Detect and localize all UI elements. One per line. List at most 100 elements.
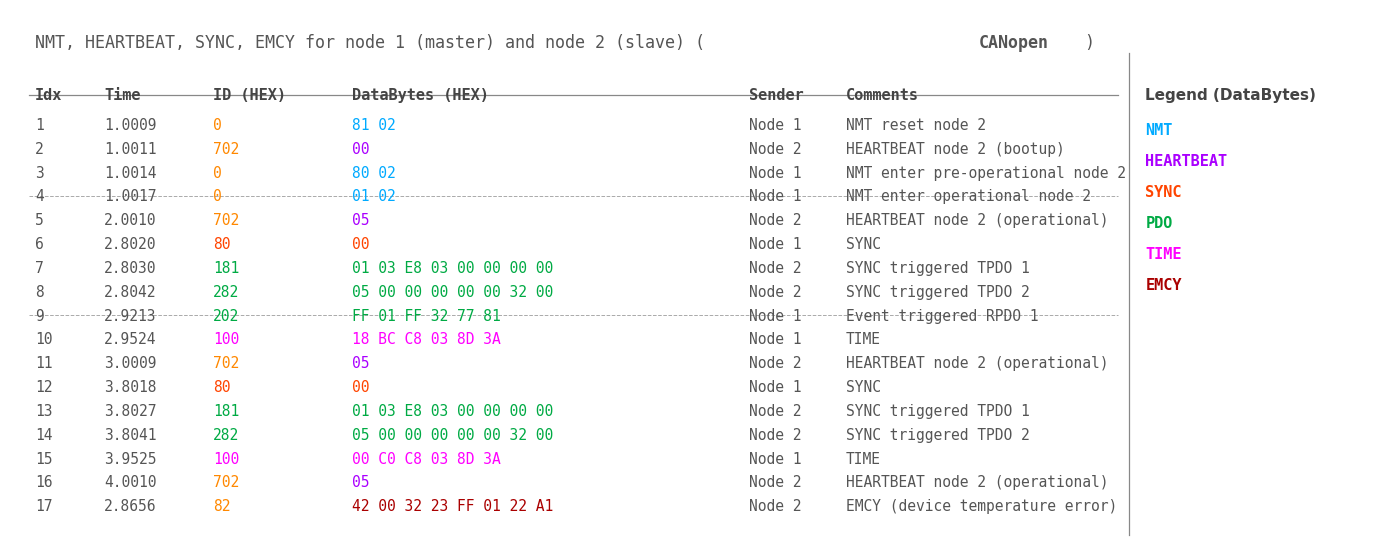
Text: SYNC triggered TPDO 1: SYNC triggered TPDO 1 <box>846 404 1030 419</box>
Text: CANopen: CANopen <box>979 34 1049 52</box>
Text: 81 02: 81 02 <box>351 118 396 133</box>
Text: 42 00 32 23 FF 01 22 A1: 42 00 32 23 FF 01 22 A1 <box>351 499 553 514</box>
Text: TIME: TIME <box>1145 247 1182 262</box>
Text: 702: 702 <box>213 475 239 491</box>
Text: 2.0010: 2.0010 <box>105 213 157 228</box>
Text: 1.0011: 1.0011 <box>105 142 157 157</box>
Text: 702: 702 <box>213 213 239 228</box>
Text: 202: 202 <box>213 309 239 323</box>
Text: 2.8656: 2.8656 <box>105 499 157 514</box>
Text: 0: 0 <box>213 189 221 205</box>
Text: SYNC: SYNC <box>846 237 881 252</box>
Text: SYNC triggered TPDO 2: SYNC triggered TPDO 2 <box>846 285 1030 300</box>
Text: 00: 00 <box>351 237 370 252</box>
Text: ): ) <box>1084 34 1095 52</box>
Text: 6: 6 <box>35 237 43 252</box>
Text: 13: 13 <box>35 404 52 419</box>
Text: 80: 80 <box>213 237 231 252</box>
Text: Node 1: Node 1 <box>749 166 801 180</box>
Text: DataBytes (HEX): DataBytes (HEX) <box>351 88 489 103</box>
Text: Node 2: Node 2 <box>749 475 801 491</box>
Text: 3.8018: 3.8018 <box>105 380 157 395</box>
Text: 18 BC C8 03 8D 3A: 18 BC C8 03 8D 3A <box>351 332 501 348</box>
Text: 3: 3 <box>35 166 43 180</box>
Text: Node 1: Node 1 <box>749 332 801 348</box>
Text: Node 2: Node 2 <box>749 285 801 300</box>
Text: 1.0009: 1.0009 <box>105 118 157 133</box>
Text: 100: 100 <box>213 332 239 348</box>
Text: NMT reset node 2: NMT reset node 2 <box>846 118 986 133</box>
Text: 1.0017: 1.0017 <box>105 189 157 205</box>
Text: NMT: NMT <box>1145 123 1173 139</box>
Text: 0: 0 <box>213 166 221 180</box>
Text: Node 1: Node 1 <box>749 189 801 205</box>
Text: 2.8020: 2.8020 <box>105 237 157 252</box>
Text: 16: 16 <box>35 475 52 491</box>
Text: Idx: Idx <box>35 88 62 103</box>
Text: 282: 282 <box>213 428 239 443</box>
Text: TIME: TIME <box>846 332 881 348</box>
Text: HEARTBEAT node 2 (operational): HEARTBEAT node 2 (operational) <box>846 356 1109 371</box>
Text: 00: 00 <box>351 380 370 395</box>
Text: ID (HEX): ID (HEX) <box>213 88 286 103</box>
Text: 15: 15 <box>35 452 52 466</box>
Text: 11: 11 <box>35 356 52 371</box>
Text: Node 2: Node 2 <box>749 142 801 157</box>
Text: PDO: PDO <box>1145 216 1173 231</box>
Text: 2.8042: 2.8042 <box>105 285 157 300</box>
Text: 4.0010: 4.0010 <box>105 475 157 491</box>
Text: 3.0009: 3.0009 <box>105 356 157 371</box>
Text: Time: Time <box>105 88 141 103</box>
Text: HEARTBEAT: HEARTBEAT <box>1145 154 1228 169</box>
Text: 1: 1 <box>35 118 43 133</box>
Text: Node 2: Node 2 <box>749 428 801 443</box>
Text: 80 02: 80 02 <box>351 166 396 180</box>
Text: Node 2: Node 2 <box>749 499 801 514</box>
Text: TIME: TIME <box>846 452 881 466</box>
Text: 00 C0 C8 03 8D 3A: 00 C0 C8 03 8D 3A <box>351 452 501 466</box>
Text: 2: 2 <box>35 142 43 157</box>
Text: 05: 05 <box>351 475 370 491</box>
Text: FF 01 FF 32 77 81: FF 01 FF 32 77 81 <box>351 309 501 323</box>
Text: 282: 282 <box>213 285 239 300</box>
Text: Event triggered RPDO 1: Event triggered RPDO 1 <box>846 309 1039 323</box>
Text: SYNC: SYNC <box>846 380 881 395</box>
Text: EMCY: EMCY <box>1145 278 1182 293</box>
Text: 702: 702 <box>213 142 239 157</box>
Text: 01 03 E8 03 00 00 00 00: 01 03 E8 03 00 00 00 00 <box>351 404 553 419</box>
Text: 1.0014: 1.0014 <box>105 166 157 180</box>
Text: 12: 12 <box>35 380 52 395</box>
Text: 7: 7 <box>35 261 43 276</box>
Text: Node 2: Node 2 <box>749 404 801 419</box>
Text: 10: 10 <box>35 332 52 348</box>
Text: 82: 82 <box>213 499 231 514</box>
Text: 0: 0 <box>213 118 221 133</box>
Text: 3.8027: 3.8027 <box>105 404 157 419</box>
Text: Sender: Sender <box>749 88 804 103</box>
Text: 2.8030: 2.8030 <box>105 261 157 276</box>
Text: 2.9213: 2.9213 <box>105 309 157 323</box>
Text: 2.9524: 2.9524 <box>105 332 157 348</box>
Text: Node 1: Node 1 <box>749 118 801 133</box>
Text: Comments: Comments <box>846 88 920 103</box>
Text: 14: 14 <box>35 428 52 443</box>
Text: 01 02: 01 02 <box>351 189 396 205</box>
Text: Node 1: Node 1 <box>749 309 801 323</box>
Text: Node 2: Node 2 <box>749 356 801 371</box>
Text: EMCY (device temperature error): EMCY (device temperature error) <box>846 499 1117 514</box>
Text: 05: 05 <box>351 356 370 371</box>
Text: Node 1: Node 1 <box>749 452 801 466</box>
Text: 5: 5 <box>35 213 43 228</box>
Text: 80: 80 <box>213 380 231 395</box>
Text: 4: 4 <box>35 189 43 205</box>
Text: Node 2: Node 2 <box>749 261 801 276</box>
Text: 9: 9 <box>35 309 43 323</box>
Text: 181: 181 <box>213 404 239 419</box>
Text: SYNC triggered TPDO 2: SYNC triggered TPDO 2 <box>846 428 1030 443</box>
Text: NMT, HEARTBEAT, SYNC, EMCY for node 1 (master) and node 2 (slave) (: NMT, HEARTBEAT, SYNC, EMCY for node 1 (m… <box>35 34 704 52</box>
Text: SYNC triggered TPDO 1: SYNC triggered TPDO 1 <box>846 261 1030 276</box>
Text: 05 00 00 00 00 00 32 00: 05 00 00 00 00 00 32 00 <box>351 285 553 300</box>
Text: 100: 100 <box>213 452 239 466</box>
Text: 01 03 E8 03 00 00 00 00: 01 03 E8 03 00 00 00 00 <box>351 261 553 276</box>
Text: HEARTBEAT node 2 (operational): HEARTBEAT node 2 (operational) <box>846 475 1109 491</box>
